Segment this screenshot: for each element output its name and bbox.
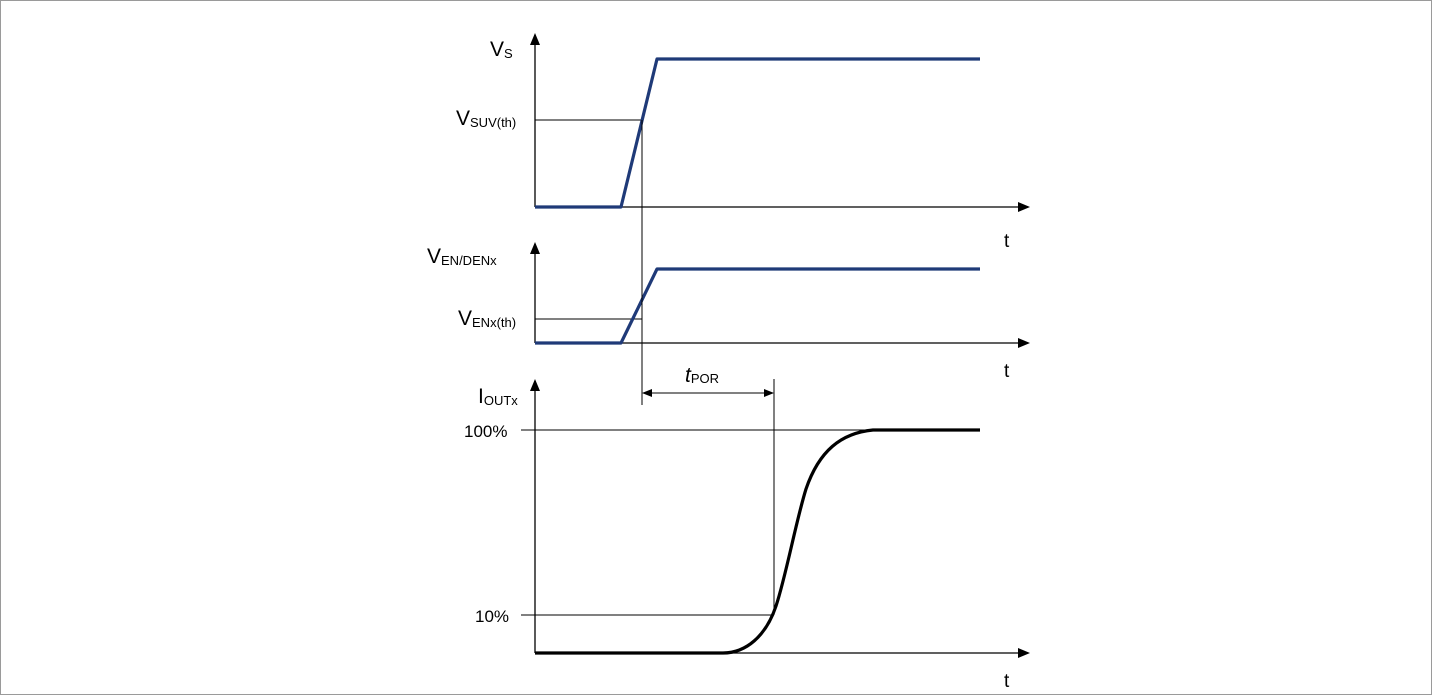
panel-ven: VEN/DENx VENx(th) t bbox=[427, 242, 1030, 382]
vs-threshold-label: VSUV(th) bbox=[456, 107, 516, 130]
iout-signal bbox=[535, 428, 980, 655]
vs-time-label: t bbox=[1004, 231, 1010, 252]
vs-axis-label: VS bbox=[490, 38, 513, 61]
ven-signal bbox=[535, 267, 980, 345]
iout-level-high-label: 100% bbox=[464, 422, 507, 441]
iout-level-low-label: 10% bbox=[475, 607, 509, 626]
iout-axis-label: IOUTx bbox=[478, 385, 518, 408]
iout-time-label: t bbox=[1004, 671, 1010, 692]
panel-vs: VS VSUV(th) t bbox=[456, 33, 1030, 252]
ven-axis-label: VEN/DENx bbox=[427, 245, 497, 268]
tpor-label: tPOR bbox=[685, 364, 719, 387]
ven-threshold-label: VENx(th) bbox=[458, 307, 516, 330]
tpor-annotation: tPOR bbox=[641, 120, 775, 615]
vs-signal bbox=[535, 57, 980, 209]
ven-time-label: t bbox=[1004, 361, 1010, 382]
panel-iout: IOUTx 100% 10% t bbox=[464, 379, 1030, 692]
